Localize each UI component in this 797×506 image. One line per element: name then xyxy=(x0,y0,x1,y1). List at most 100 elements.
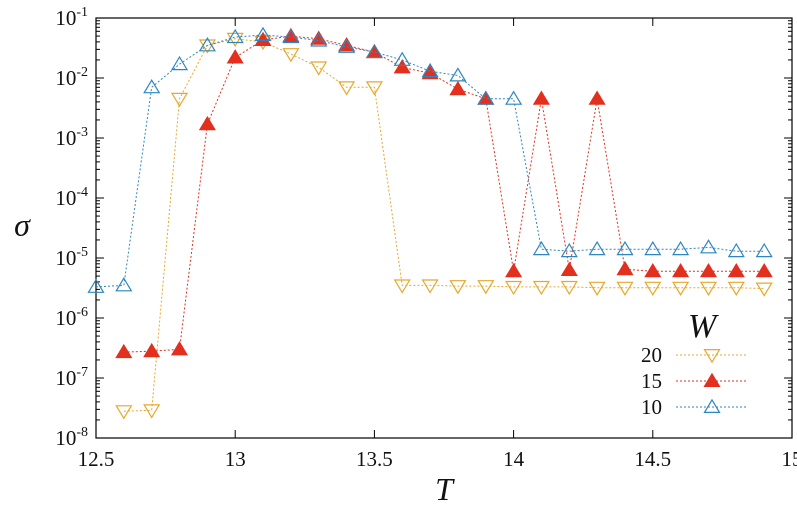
axis-ticks: 12.5 13 13.5 14 14.5 15 10-8 10-7 10-6 10-5 10-4 10… xyxy=(55,5,797,471)
data-point-20 xyxy=(727,281,745,296)
data-point-15 xyxy=(143,342,161,358)
y-tick-label: 10-7 xyxy=(55,365,88,390)
legend-marker-20 xyxy=(703,349,721,364)
y-tick-label: 10-4 xyxy=(55,185,88,210)
data-point-10 xyxy=(755,242,773,258)
data-point-15 xyxy=(672,263,690,278)
legend-label-10: 10 xyxy=(641,395,662,419)
data-point-15 xyxy=(727,263,745,278)
data-point-20 xyxy=(532,280,550,296)
data-point-20 xyxy=(505,280,523,296)
data-point-10 xyxy=(143,79,161,94)
data-point-10 xyxy=(672,240,690,256)
data-point-10 xyxy=(477,90,495,105)
data-point-10 xyxy=(644,240,662,256)
data-point-20 xyxy=(588,281,606,296)
series-15 xyxy=(115,27,773,359)
data-point-10 xyxy=(449,67,467,82)
data-point-20 xyxy=(755,282,773,297)
data-point-10 xyxy=(115,277,133,292)
data-point-15 xyxy=(449,80,467,96)
data-point-20 xyxy=(672,281,690,296)
data-point-10 xyxy=(226,28,244,44)
legend-marker-10 xyxy=(703,398,721,413)
data-point-10 xyxy=(505,90,523,105)
x-tick-label: 13.5 xyxy=(356,447,393,471)
data-point-10 xyxy=(532,240,550,256)
x-tick-label: 14 xyxy=(503,447,525,471)
y-tick-label: 10-1 xyxy=(55,5,88,30)
y-tick-label: 10-2 xyxy=(55,65,88,90)
x-tick-label: 15 xyxy=(782,447,797,471)
x-tick-label: 14.5 xyxy=(634,447,671,471)
data-point-15 xyxy=(588,90,606,105)
data-point-20 xyxy=(198,39,216,54)
series-20 xyxy=(115,32,773,420)
data-point-20 xyxy=(310,61,328,76)
data-point-10 xyxy=(727,242,745,258)
y-tick-label: 10-6 xyxy=(55,305,88,330)
data-point-10 xyxy=(365,43,383,59)
data-point-10 xyxy=(338,38,356,53)
x-tick-label: 12.5 xyxy=(78,447,115,471)
data-point-15 xyxy=(616,260,634,276)
y-tick-label: 10-3 xyxy=(55,125,88,150)
data-point-15 xyxy=(198,115,216,131)
legend-label-20: 20 xyxy=(641,343,662,367)
data-point-15 xyxy=(310,30,328,45)
legend-label-15: 15 xyxy=(641,369,662,393)
x-tick-label: 13 xyxy=(225,447,246,471)
data-point-10 xyxy=(588,240,606,256)
data-point-10 xyxy=(170,55,189,71)
data-point-10 xyxy=(87,278,105,293)
data-point-10 xyxy=(560,242,578,258)
data-point-20 xyxy=(644,281,662,296)
data-point-10 xyxy=(616,240,634,256)
data-point-15 xyxy=(338,37,356,52)
data-point-20 xyxy=(338,81,356,96)
data-point-20 xyxy=(365,81,383,96)
data-point-15 xyxy=(115,343,133,359)
y-tick-label: 10-8 xyxy=(55,425,88,450)
data-point-20 xyxy=(699,281,718,296)
data-point-20 xyxy=(560,280,578,296)
data-point-20 xyxy=(449,280,467,295)
data-point-20 xyxy=(170,92,189,108)
data-point-15 xyxy=(170,341,189,356)
data-point-10 xyxy=(198,37,216,52)
data-point-10 xyxy=(254,26,272,42)
legend-title: W xyxy=(688,308,719,345)
x-axis-title: T xyxy=(435,471,455,506)
data-point-20 xyxy=(282,48,300,63)
legend-marker-15 xyxy=(703,372,721,387)
data-point-20 xyxy=(616,281,634,296)
data-point-20 xyxy=(477,280,495,295)
data-point-15 xyxy=(421,64,439,80)
data-point-20 xyxy=(421,279,439,294)
data-point-20 xyxy=(115,405,133,420)
data-point-20 xyxy=(226,32,244,48)
data-point-20 xyxy=(393,279,411,294)
series-line-10 xyxy=(95,34,765,288)
data-point-15 xyxy=(254,31,272,47)
data-point-10 xyxy=(393,51,411,66)
data-point-10 xyxy=(282,28,300,44)
data-point-15 xyxy=(644,263,662,278)
data-point-10 xyxy=(699,239,718,254)
data-point-15 xyxy=(699,263,718,278)
data-point-15 xyxy=(755,263,773,278)
data-point-15 xyxy=(393,59,411,74)
series-line-20 xyxy=(123,38,765,412)
y-tick-label: 10-5 xyxy=(55,245,88,270)
plot-frame xyxy=(95,17,793,439)
y-axis-title: σ xyxy=(14,206,31,242)
series-layer xyxy=(87,26,773,420)
data-point-15 xyxy=(226,49,244,64)
data-point-15 xyxy=(532,90,550,105)
data-point-10 xyxy=(421,62,439,78)
series-line-15 xyxy=(123,35,765,353)
data-point-10 xyxy=(310,32,328,47)
data-point-15 xyxy=(505,263,523,278)
